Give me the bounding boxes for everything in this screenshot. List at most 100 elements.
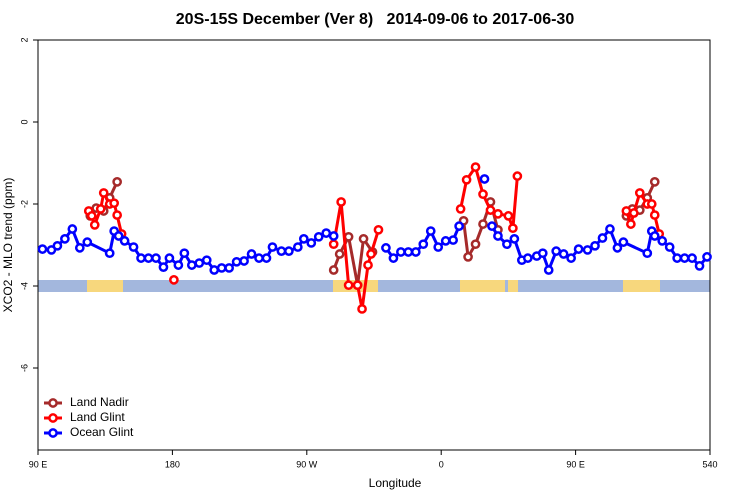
data-point xyxy=(95,204,106,214)
data-point xyxy=(186,260,197,270)
data-point xyxy=(343,280,354,291)
y-tick-label: 2 xyxy=(19,37,29,42)
data-point xyxy=(209,265,220,275)
data-point xyxy=(60,234,70,244)
data-point xyxy=(292,242,303,252)
data-point xyxy=(112,177,122,187)
data-point xyxy=(509,234,520,244)
data-point xyxy=(479,174,490,184)
data-point xyxy=(512,171,523,181)
data-point xyxy=(551,246,562,256)
y-tick-label: -6 xyxy=(19,364,29,372)
legend-marker xyxy=(48,428,58,438)
data-point xyxy=(642,248,653,259)
data-point xyxy=(112,210,122,220)
data-point xyxy=(618,237,629,247)
data-point xyxy=(621,206,632,216)
x-tick-label: 0 xyxy=(439,459,444,469)
data-point xyxy=(328,231,339,241)
data-point xyxy=(366,249,376,259)
data-point xyxy=(694,261,705,271)
data-point xyxy=(67,224,78,234)
data-point xyxy=(179,248,190,259)
data-point xyxy=(455,204,466,214)
legend-marker xyxy=(48,398,58,408)
data-point xyxy=(143,253,154,263)
data-point xyxy=(605,224,615,234)
data-point xyxy=(597,233,608,243)
data-point xyxy=(373,224,384,235)
series-line xyxy=(89,181,657,287)
data-point xyxy=(89,220,100,230)
data-point xyxy=(493,208,503,219)
data-point xyxy=(502,239,512,250)
data-point xyxy=(37,244,48,254)
y-tick-label: -4 xyxy=(19,282,29,290)
data-point xyxy=(334,249,345,259)
land-band xyxy=(623,280,660,292)
surface-band xyxy=(38,280,710,292)
data-point xyxy=(433,242,444,252)
data-point xyxy=(590,240,600,251)
data-point xyxy=(224,263,234,273)
data-point xyxy=(657,236,668,246)
legend-label: Ocean Glint xyxy=(70,425,134,439)
data-point xyxy=(246,249,257,259)
data-point xyxy=(425,226,436,236)
data-point xyxy=(702,252,712,262)
data-point xyxy=(298,234,309,244)
data-point xyxy=(634,188,645,198)
data-point xyxy=(478,189,488,200)
data-point xyxy=(328,265,339,275)
data-point xyxy=(440,236,451,246)
data-point xyxy=(646,199,657,209)
data-point xyxy=(537,248,548,259)
data-point xyxy=(169,275,179,285)
data-point xyxy=(628,208,639,218)
data-point xyxy=(687,253,697,263)
data-point xyxy=(522,253,533,263)
data-point xyxy=(119,236,130,246)
data-point xyxy=(463,252,473,262)
land-band xyxy=(87,280,123,292)
data-point xyxy=(201,255,212,266)
data-point xyxy=(194,258,205,268)
data-point xyxy=(254,253,264,263)
legend-label: Land Nadir xyxy=(70,395,129,409)
data-point xyxy=(381,243,391,253)
data-point xyxy=(216,263,227,273)
chart-title: 20S-15S December (Ver 8) 2014-09-06 to 2… xyxy=(176,11,575,28)
data-point xyxy=(418,239,429,250)
data-point xyxy=(158,262,169,272)
y-tick-label: 0 xyxy=(19,119,29,124)
data-point xyxy=(410,247,421,257)
data-point xyxy=(352,280,363,291)
data-point xyxy=(573,244,584,254)
data-point xyxy=(98,188,109,198)
data-point xyxy=(261,253,272,263)
data-point xyxy=(612,243,623,253)
data-point xyxy=(151,253,161,263)
x-tick-label: 90 E xyxy=(566,459,585,469)
data-point xyxy=(626,219,636,229)
data-point xyxy=(543,265,554,275)
data-point xyxy=(461,174,472,185)
x-tick-label: 90 E xyxy=(29,459,48,469)
data-point xyxy=(173,260,184,270)
data-point xyxy=(566,253,576,263)
y-axis-label: XCO2 - MLO trend (ppm) xyxy=(1,178,15,313)
land-band xyxy=(508,280,518,292)
legend-label: Land Glint xyxy=(70,410,125,424)
data-point xyxy=(388,253,399,263)
data-point xyxy=(104,248,115,259)
data-point xyxy=(649,210,660,220)
y-tick-label: -2 xyxy=(19,200,29,208)
data-point xyxy=(470,239,481,250)
x-tick-label: 540 xyxy=(702,459,717,469)
x-tick-label: 180 xyxy=(165,459,180,469)
legend-marker xyxy=(48,413,58,423)
data-point xyxy=(86,211,97,221)
data-point xyxy=(136,253,146,263)
x-tick-label: 90 W xyxy=(296,459,318,469)
